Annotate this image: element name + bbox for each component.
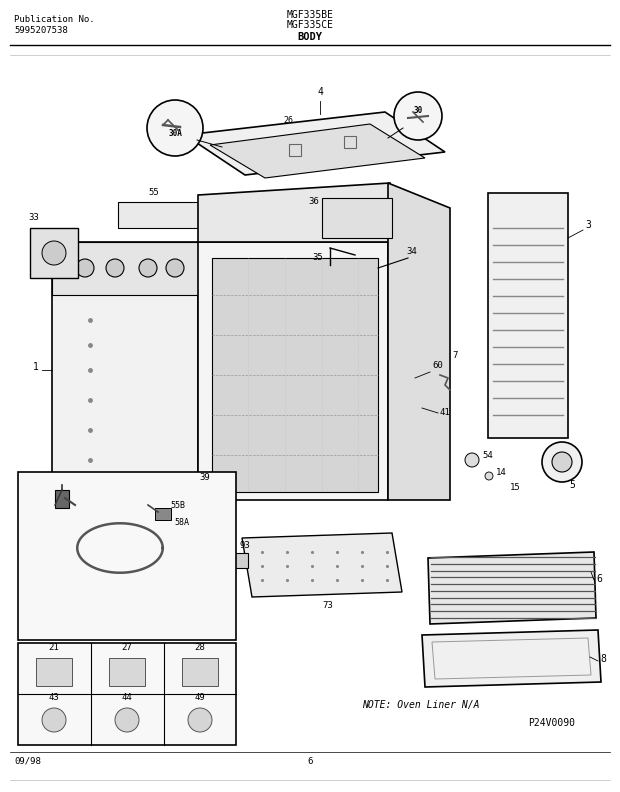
- Polygon shape: [198, 242, 388, 500]
- Text: 3: 3: [585, 220, 591, 230]
- Polygon shape: [185, 112, 445, 175]
- Polygon shape: [488, 193, 568, 438]
- Text: 39: 39: [199, 473, 210, 482]
- Text: 49: 49: [195, 693, 205, 702]
- Text: 14: 14: [496, 468, 507, 477]
- Text: Publication No.: Publication No.: [14, 15, 95, 24]
- Text: BODY: BODY: [298, 32, 322, 42]
- Circle shape: [139, 259, 157, 277]
- Text: 93: 93: [240, 541, 250, 550]
- Polygon shape: [428, 552, 596, 624]
- Text: 6: 6: [308, 757, 312, 766]
- Text: 55B: 55B: [170, 501, 185, 510]
- Circle shape: [394, 92, 442, 140]
- Text: 73: 73: [322, 601, 334, 610]
- Polygon shape: [234, 553, 248, 568]
- Circle shape: [542, 442, 582, 482]
- Text: 4: 4: [317, 87, 323, 97]
- Text: NOTE: Oven Liner N/A: NOTE: Oven Liner N/A: [362, 700, 479, 710]
- Circle shape: [188, 708, 212, 732]
- Text: 09/98: 09/98: [14, 757, 41, 766]
- Text: MGF335BE: MGF335BE: [286, 10, 334, 20]
- Polygon shape: [52, 242, 198, 500]
- Circle shape: [42, 708, 66, 732]
- Text: 5: 5: [569, 480, 575, 490]
- Bar: [55, 490, 69, 508]
- Text: 54: 54: [482, 451, 493, 460]
- Text: 5995207538: 5995207538: [14, 26, 68, 35]
- Circle shape: [166, 259, 184, 277]
- Text: 41: 41: [440, 408, 451, 417]
- Bar: [155, 508, 171, 520]
- Polygon shape: [322, 198, 392, 238]
- Text: 34: 34: [406, 247, 417, 256]
- Text: 26: 26: [283, 116, 293, 125]
- Text: 28: 28: [195, 643, 205, 652]
- Bar: [109, 658, 145, 686]
- Polygon shape: [422, 630, 601, 687]
- Text: 55: 55: [148, 188, 159, 197]
- Circle shape: [552, 452, 572, 472]
- Text: 27: 27: [122, 643, 133, 652]
- Bar: [182, 658, 218, 686]
- Circle shape: [115, 708, 139, 732]
- Polygon shape: [242, 533, 402, 597]
- Polygon shape: [198, 183, 390, 242]
- Bar: [18, 472, 236, 640]
- Text: 33: 33: [28, 213, 38, 222]
- Text: P24V0090: P24V0090: [528, 718, 575, 728]
- Text: 15: 15: [510, 483, 521, 492]
- Circle shape: [147, 100, 203, 156]
- Circle shape: [106, 259, 124, 277]
- Polygon shape: [52, 242, 198, 295]
- Text: 8: 8: [600, 654, 606, 664]
- Text: 35: 35: [312, 253, 323, 262]
- Bar: [36, 658, 72, 686]
- Text: 30: 30: [414, 105, 423, 115]
- Text: MGF335CE: MGF335CE: [286, 20, 334, 30]
- Text: 58A: 58A: [174, 518, 190, 527]
- Polygon shape: [210, 124, 425, 178]
- Text: 7: 7: [452, 351, 458, 360]
- Text: 6: 6: [596, 574, 602, 584]
- Text: 30A: 30A: [168, 128, 182, 138]
- Text: 44: 44: [122, 693, 133, 702]
- Circle shape: [465, 453, 479, 467]
- Text: 36: 36: [308, 197, 319, 206]
- Bar: [18, 643, 236, 745]
- Text: 60: 60: [432, 361, 443, 370]
- Polygon shape: [30, 228, 78, 278]
- Polygon shape: [212, 258, 378, 492]
- Circle shape: [76, 259, 94, 277]
- Circle shape: [485, 472, 493, 480]
- Circle shape: [42, 241, 66, 265]
- Text: 21: 21: [48, 643, 60, 652]
- Text: 1: 1: [33, 362, 39, 372]
- Polygon shape: [388, 183, 450, 500]
- Text: 43: 43: [48, 693, 60, 702]
- Polygon shape: [118, 202, 198, 228]
